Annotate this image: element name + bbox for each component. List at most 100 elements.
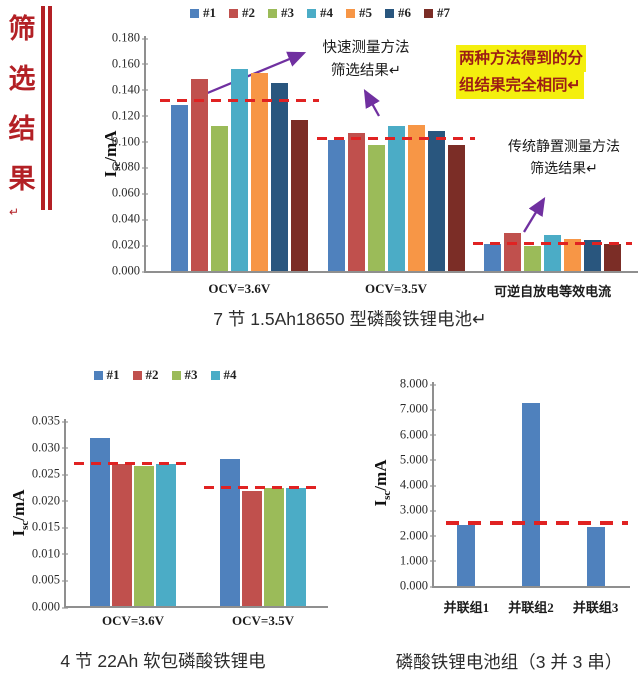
y-tick-label: 0.000 — [399, 578, 437, 593]
x-category-label: OCV=3.6V — [208, 281, 271, 296]
bar-1-cat1 — [90, 438, 110, 606]
legend-label: #3 — [281, 5, 294, 20]
legend-item-7: #7 — [424, 5, 450, 21]
legend-item-1: #1 — [190, 5, 216, 21]
bar-6-cat2 — [427, 131, 445, 271]
threshold-dashed-line — [316, 136, 476, 140]
legend-item-1: #1 — [93, 367, 120, 383]
legend-item-5: #5 — [346, 5, 372, 21]
x-category-label: 并联组3 — [572, 600, 619, 615]
annotation-line: 快速测量方法 — [322, 40, 410, 56]
annotation-fast-method: 快速测量方法 筛选结果↵ — [300, 37, 432, 83]
bar-2-cat1 — [112, 463, 132, 606]
bar-group-1 — [434, 384, 499, 586]
x-category-label: 可逆自放电等效电流 — [494, 284, 612, 299]
x-axis-line — [64, 606, 328, 608]
legend-item-4: #4 — [307, 5, 333, 21]
bar-2-cat3 — [504, 233, 522, 271]
annotation-line: 筛选结果↵ — [330, 63, 402, 79]
y-tick-label: 1.000 — [399, 553, 437, 568]
bar-v-cat1 — [457, 525, 476, 586]
bar-3-cat1 — [134, 466, 154, 606]
bar-1-cat3 — [484, 243, 502, 271]
legend-swatch-icon — [346, 8, 355, 18]
banner-double-rule — [41, 6, 52, 210]
plot-area — [434, 384, 628, 586]
bar-3-cat1 — [210, 126, 228, 271]
bar-group-3 — [563, 384, 628, 586]
y-tick-label: 4.000 — [399, 477, 437, 492]
bar-4-cat1 — [156, 463, 176, 606]
banner-char: 结 — [8, 114, 36, 144]
bar-7-cat2 — [447, 145, 465, 271]
legend-item-2: #2 — [229, 5, 255, 21]
bar-4-cat3 — [544, 234, 562, 271]
x-category-label: OCV=3.6V — [102, 613, 164, 628]
legend-item-3: #3 — [268, 5, 294, 21]
banner-char: 选 — [8, 64, 36, 94]
caption-top-chart: 7 节 1.5Ah18650 型磷酸铁锂电池↵ — [213, 309, 487, 329]
legend-label: #5 — [359, 5, 372, 20]
legend-label: #1 — [106, 367, 120, 382]
bar-6-cat3 — [584, 239, 602, 271]
highlight-line: 两种方法得到的分 — [456, 45, 587, 72]
bar-group-1 — [74, 420, 192, 606]
y-tick-label: 5.000 — [399, 452, 437, 467]
legend-item-2: #2 — [132, 367, 159, 383]
legend-swatch-icon — [424, 8, 433, 18]
bar-4-cat1 — [230, 69, 248, 271]
legend-swatch-icon — [268, 8, 277, 18]
bar-1-cat2 — [220, 458, 240, 606]
bar-6-cat1 — [270, 83, 288, 271]
banner-char: 筛 — [8, 14, 36, 44]
threshold-dashed-line — [204, 485, 322, 489]
banner-char: 果 — [8, 164, 36, 194]
x-category-label: 并联组2 — [508, 600, 554, 615]
x-category-label: OCV=3.5V — [365, 281, 427, 296]
x-axis-labels: 并联组1 并联组2 并联组3 — [434, 597, 628, 616]
legend-label: #4 — [223, 367, 237, 382]
legend-label: #4 — [320, 5, 333, 20]
vertical-banner-text: 筛 选 结 果 ↵ — [5, 6, 39, 220]
legend-swatch-icon — [307, 8, 316, 18]
bar-5-cat3 — [564, 238, 582, 271]
x-axis-line — [432, 586, 630, 588]
legend-swatch-icon — [190, 8, 199, 18]
bar-5-cat1 — [250, 72, 268, 271]
bar-3-cat2 — [264, 488, 284, 606]
bar-4-cat2 — [286, 488, 306, 606]
legend-label: #2 — [145, 367, 159, 382]
caption-bottom-right-chart: 磷酸铁锂电池组（3 并 3 串） — [395, 652, 623, 672]
annotation-highlight-note: 两种方法得到的分 组结果完全相同↵ — [456, 45, 640, 99]
bar-3-cat3 — [524, 246, 542, 271]
legend-swatch-icon — [210, 370, 220, 380]
x-axis-labels: OCV=3.6V OCV=3.5V — [66, 613, 326, 629]
bar-v-cat3 — [586, 526, 605, 586]
legend-label: #1 — [203, 5, 216, 20]
bar-group-1 — [160, 38, 319, 271]
bar-2-cat1 — [190, 79, 208, 271]
y-axis-line — [144, 36, 146, 273]
legend-label: #2 — [242, 5, 255, 20]
x-category-label: 并联组1 — [443, 600, 490, 615]
threshold-dashed-line — [160, 99, 319, 103]
x-category-label: OCV=3.5V — [232, 613, 294, 628]
legend-swatch-icon — [93, 370, 103, 380]
legend-item-3: #3 — [171, 367, 198, 383]
bar-2-cat2 — [347, 132, 365, 271]
highlight-line: 组结果完全相同↵ — [456, 72, 584, 99]
return-mark-icon: ↵ — [9, 205, 20, 219]
plot-area — [66, 420, 326, 606]
x-axis-labels: OCV=3.6V OCV=3.5V 可逆自放电等效电流 — [146, 281, 632, 300]
legend-item-6: #6 — [385, 5, 411, 21]
legend-label: #6 — [398, 5, 411, 20]
threshold-dashed-line — [473, 241, 633, 245]
x-axis-line — [144, 271, 638, 273]
bar-5-cat2 — [407, 124, 425, 271]
y-tick-label: 7.000 — [399, 401, 437, 416]
threshold-dashed-line — [74, 461, 192, 465]
annotation-line: 筛选结果↵ — [530, 160, 598, 176]
legend-bottom-left-chart: #1 #2 #3 #4 — [20, 367, 310, 383]
legend-label: #7 — [437, 5, 450, 20]
